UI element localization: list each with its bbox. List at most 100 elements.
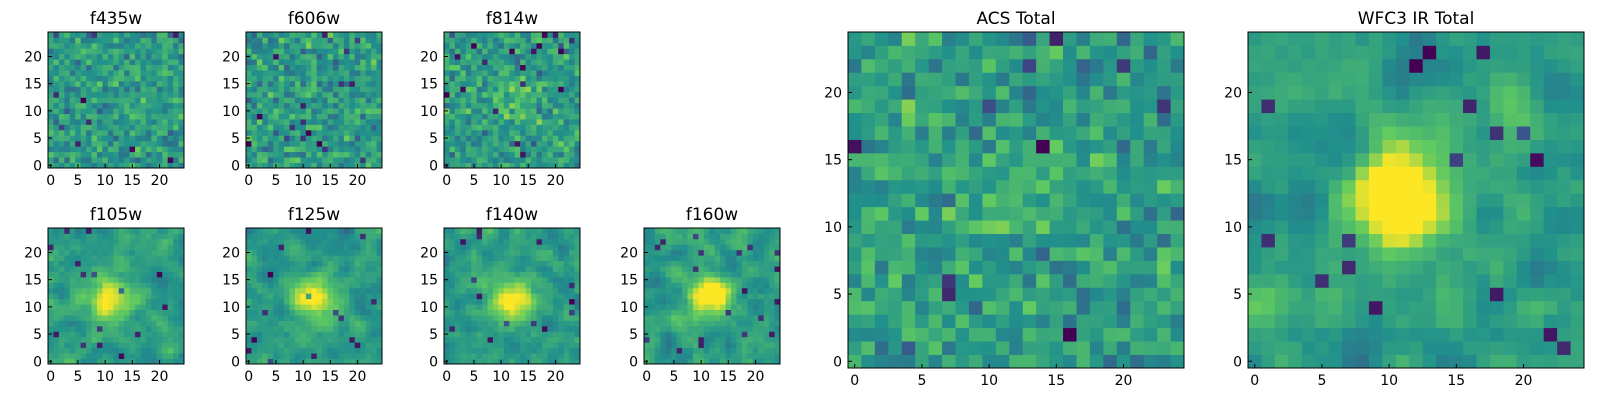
heatmap-cell (124, 238, 130, 245)
heatmap-cell (487, 108, 494, 114)
heatmap-cell (498, 271, 505, 278)
heatmap-cell (654, 358, 661, 365)
heatmap-cell (343, 287, 350, 294)
heatmap-cell (349, 124, 356, 131)
heatmap-cell (454, 325, 461, 332)
heatmap-cell (703, 255, 710, 262)
heatmap-cell (444, 59, 450, 66)
heatmap-cell (449, 298, 456, 305)
heatmap-cell (58, 53, 65, 60)
heatmap-cell (338, 276, 345, 283)
heatmap-cell (118, 271, 125, 278)
heatmap-cell (256, 102, 263, 109)
heatmap-cell (536, 249, 543, 256)
heatmap-cell (294, 353, 301, 359)
heatmap-cell (955, 179, 970, 194)
heatmap-cell (547, 276, 554, 283)
heatmap-cell (300, 353, 307, 359)
heatmap-cell (968, 193, 983, 208)
heatmap-cell (901, 327, 916, 342)
heatmap-cell (769, 342, 775, 349)
heatmap-cell (178, 276, 185, 283)
heatmap-cell (471, 91, 478, 98)
heatmap-cell (278, 64, 285, 71)
heatmap-cell (574, 358, 581, 365)
heatmap-cell (942, 139, 956, 154)
heatmap-cell (531, 238, 537, 245)
heatmap-cell (145, 119, 152, 125)
heatmap-cell (1089, 273, 1104, 288)
heatmap-cell (520, 75, 526, 82)
heatmap-cell (769, 260, 775, 267)
heatmap-cell (80, 331, 87, 338)
heatmap-cell (305, 75, 312, 82)
heatmap-cell (503, 282, 510, 289)
heatmap-cell (129, 238, 136, 245)
heatmap-cell (129, 315, 136, 321)
heatmap-cell (48, 113, 54, 120)
heatmap-cell (1022, 300, 1037, 315)
heatmap-cell (376, 266, 383, 272)
heatmap-cell (167, 320, 174, 327)
heatmap-cell (460, 266, 467, 272)
heatmap-cell (151, 59, 158, 66)
heatmap-cell (525, 233, 532, 240)
heatmap-cell (541, 271, 548, 278)
heatmap-cell (135, 102, 141, 109)
heatmap-cell (861, 220, 876, 234)
heatmap-cell (487, 64, 494, 71)
heatmap-cell (294, 304, 301, 310)
heatmap-cell (465, 238, 472, 245)
heatmap-cell (371, 135, 377, 142)
heatmap-cell (316, 70, 323, 76)
heatmap-cell (333, 80, 339, 87)
heatmap-cell (167, 124, 174, 131)
heatmap-cell (649, 304, 656, 310)
heatmap-cell (327, 276, 334, 283)
heatmap-cell (955, 260, 970, 275)
heatmap-cell (514, 129, 521, 136)
heatmap-cell (289, 146, 296, 153)
heatmap-cell (48, 238, 54, 245)
heatmap-cell (547, 358, 554, 365)
heatmap-cell (676, 347, 683, 354)
heatmap-cell (687, 320, 694, 327)
heatmap-cell (300, 276, 307, 283)
heatmap-cell (69, 42, 76, 49)
heatmap-cell (140, 162, 147, 169)
heatmap-cell (676, 260, 683, 267)
heatmap-cell (167, 304, 174, 310)
heatmap-cell (552, 336, 559, 343)
heatmap-cell (145, 162, 152, 169)
heatmap-cell (498, 37, 505, 44)
heatmap-cell (124, 260, 130, 267)
heatmap-cell (995, 247, 1010, 261)
heatmap-cell (322, 244, 328, 251)
heatmap-cell (574, 162, 581, 169)
heatmap-cell (714, 336, 721, 343)
heatmap-cell (482, 75, 488, 82)
heatmap-cell (465, 75, 472, 82)
heatmap-cell (371, 260, 377, 267)
heatmap-cell (720, 233, 726, 240)
heatmap-cell (454, 244, 461, 251)
heatmap-cell (503, 287, 510, 294)
heatmap-cell (256, 42, 263, 49)
heatmap-cell (1076, 287, 1091, 302)
heatmap-cell (1009, 166, 1024, 181)
heatmap-cell (140, 228, 147, 234)
heatmap-cell (333, 353, 339, 359)
heatmap-cell (333, 342, 339, 349)
heatmap-cell (460, 129, 467, 136)
heatmap-cell (354, 102, 361, 109)
heatmap-cell (574, 124, 581, 131)
heatmap-cell (547, 238, 554, 245)
heatmap-cell (574, 129, 581, 136)
heatmap-cell (113, 298, 120, 305)
heatmap-cell (96, 97, 103, 104)
heatmap-cell (327, 135, 334, 142)
heatmap-cell (763, 325, 770, 332)
heatmap-cell (338, 315, 345, 321)
y-tick-label: 15 (222, 273, 240, 289)
heatmap-cell (178, 347, 185, 354)
